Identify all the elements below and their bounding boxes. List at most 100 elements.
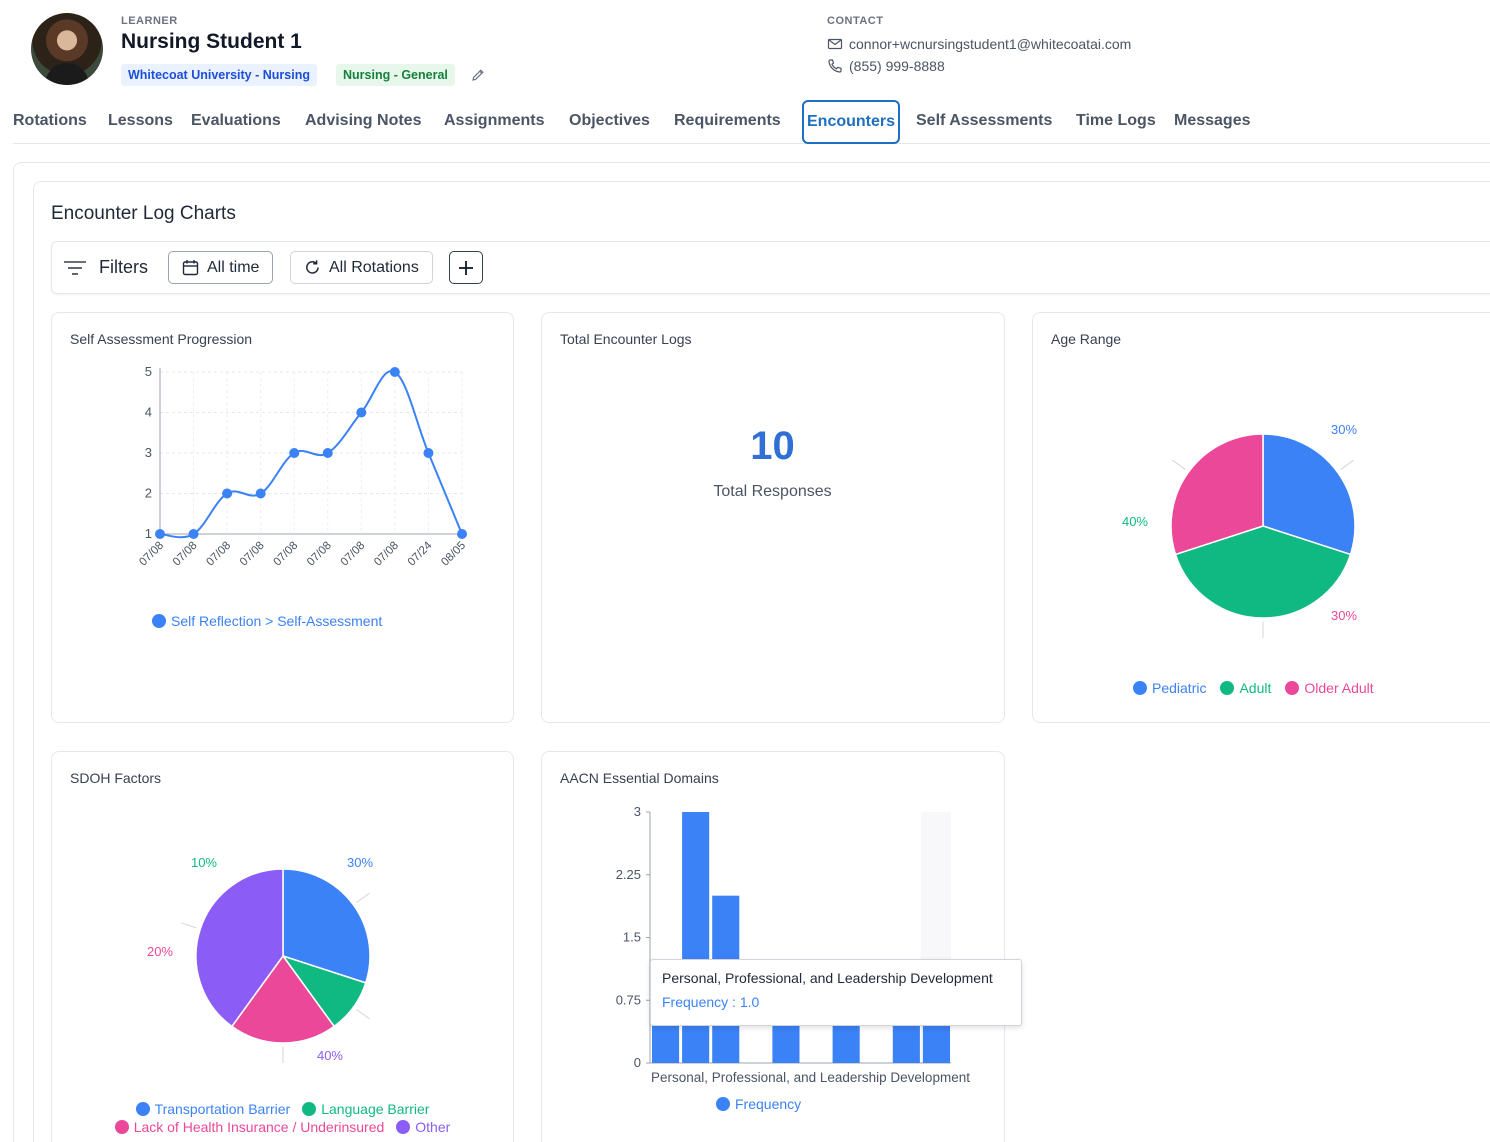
legend-dot	[302, 1102, 317, 1116]
slice-label-line	[356, 1009, 370, 1020]
y-tick-label: 3	[634, 804, 641, 819]
y-tick-label: 4	[145, 405, 152, 420]
data-point[interactable]	[457, 529, 467, 539]
tab-encounters[interactable]: Encounters	[802, 100, 901, 144]
email-text: connor+wcnursingstudent1@whitecoatai.com	[849, 36, 1132, 52]
legend-item-frequency[interactable]: Frequency	[716, 1096, 801, 1112]
contact-label: CONTACT	[827, 15, 884, 27]
data-point[interactable]	[423, 448, 434, 458]
avatar	[31, 13, 103, 85]
pencil-icon[interactable]	[470, 67, 486, 83]
tab-requirements[interactable]: Requirements	[674, 112, 781, 129]
tab-self-assessments[interactable]: Self Assessments	[916, 112, 1053, 129]
legend-item[interactable]: Older Adult	[1285, 680, 1374, 696]
tab-lessons[interactable]: Lessons	[108, 112, 173, 129]
legend-item[interactable]: Language Barrier	[302, 1101, 429, 1117]
sdoh-title: SDOH Factors	[70, 770, 162, 786]
sdoh-pie-chart: 30% 10% 20% 40%	[147, 855, 373, 1063]
tab-rotations[interactable]: Rotations	[13, 112, 87, 129]
pie-slice[interactable]	[230, 954, 336, 1044]
data-point[interactable]	[155, 529, 165, 539]
legend-dot	[1220, 681, 1235, 695]
slice-value-label: 30%	[1331, 422, 1357, 437]
calendar-icon	[182, 260, 199, 276]
x-axis-label: Personal, Professional, and Leadership D…	[651, 1070, 970, 1085]
legend-dot	[135, 1102, 150, 1116]
contact-email[interactable]: connor+wcnursingstudent1@whitecoatai.com	[827, 36, 1131, 52]
x-tick-label: 07/08	[305, 540, 334, 569]
legend-label: Lack of Health Insurance / Underinsured	[133, 1119, 385, 1135]
data-point[interactable]	[222, 488, 233, 499]
slice-value-label: 30%	[347, 855, 373, 870]
tab-evaluations[interactable]: Evaluations	[191, 112, 281, 129]
tab-time-logs[interactable]: Time Logs	[1076, 112, 1156, 129]
phone-text: (855) 999-8888	[849, 58, 945, 74]
legend-label: Pediatric	[1152, 680, 1207, 696]
legend-item[interactable]: Transportation Barrier	[135, 1101, 290, 1117]
data-point[interactable]	[389, 367, 400, 377]
legend-dot	[1285, 681, 1300, 695]
pie-slice[interactable]	[1174, 525, 1352, 619]
legend-item[interactable]: Pediatric	[1133, 680, 1206, 696]
x-tick-label: 07/08	[372, 540, 401, 569]
y-tick-label: 1	[145, 526, 152, 541]
total-logs-caption: Total Responses	[713, 483, 832, 500]
legend-item-self-reflection[interactable]: Self Reflection > Self-Assessment	[152, 613, 382, 629]
legend-dot	[114, 1120, 129, 1134]
legend-label: Frequency	[735, 1096, 802, 1112]
data-point[interactable]	[188, 529, 199, 539]
data-point[interactable]	[322, 448, 333, 458]
legend-item[interactable]: Other	[396, 1119, 450, 1135]
pie-slice[interactable]	[1170, 433, 1264, 556]
program-badge: Nursing - General	[336, 64, 455, 86]
section-title: Encounter Log Charts	[51, 203, 236, 224]
school-badge: Whitecoat University - Nursing	[121, 64, 317, 86]
slice-label-line	[181, 922, 197, 929]
legend-dot	[396, 1120, 411, 1134]
pie-slice[interactable]	[282, 868, 371, 984]
slice-value-label: 20%	[147, 944, 173, 959]
slice-value-label: 10%	[191, 855, 217, 870]
phone-icon	[828, 59, 842, 73]
series-line	[159, 370, 463, 539]
tab-messages[interactable]: Messages	[1174, 112, 1251, 129]
time-filter-button[interactable]: All time	[168, 251, 274, 284]
data-point[interactable]	[255, 488, 266, 499]
tab-advising-notes[interactable]: Advising Notes	[305, 112, 422, 129]
slice-value-label: 30%	[1331, 608, 1357, 623]
tab-objectives[interactable]: Objectives	[569, 112, 650, 129]
rotations-filter-label: All Rotations	[329, 258, 419, 276]
legend-label: Adult	[1239, 680, 1272, 696]
x-tick-label: 07/08	[171, 540, 200, 569]
legend-label: Other	[415, 1119, 451, 1135]
filters-label: Filters	[99, 257, 148, 277]
pie-slice[interactable]	[195, 868, 284, 1028]
slice-label-line	[356, 892, 370, 903]
encounter-charts-section	[33, 181, 1490, 1142]
x-tick-label: 07/08	[204, 540, 233, 569]
data-point[interactable]	[356, 407, 367, 418]
tab-assignments[interactable]: Assignments	[444, 112, 545, 129]
age-range-title: Age Range	[1051, 331, 1122, 347]
add-filter-button[interactable]	[449, 251, 483, 284]
x-tick-label: 07/08	[137, 540, 166, 569]
y-tick-label: 0.75	[616, 992, 641, 1007]
mail-icon	[827, 38, 843, 50]
legend-label: Older Adult	[1304, 680, 1374, 696]
legend-item[interactable]: Adult	[1220, 680, 1271, 696]
time-filter-label: All time	[207, 258, 260, 276]
x-tick-label: 07/24	[406, 539, 435, 568]
learner-header: LEARNER Nursing Student 1 Whitecoat Univ…	[0, 0, 1490, 100]
pie-slice[interactable]	[1262, 433, 1356, 556]
legend-item[interactable]: Lack of Health Insurance / Underinsured	[114, 1119, 385, 1135]
refresh-icon	[306, 260, 319, 274]
rotations-filter-button[interactable]: All Rotations	[290, 251, 433, 284]
contact-phone[interactable]: (855) 999-8888	[827, 58, 945, 74]
data-point[interactable]	[289, 448, 300, 458]
legend-dot	[716, 1097, 730, 1111]
sdoh-legend: Transportation Barrier Language Barrier La…	[51, 1101, 514, 1135]
filters-toggle[interactable]: Filters	[63, 257, 148, 278]
content-panel	[13, 162, 1490, 1142]
slice-value-label: 40%	[317, 1048, 343, 1063]
